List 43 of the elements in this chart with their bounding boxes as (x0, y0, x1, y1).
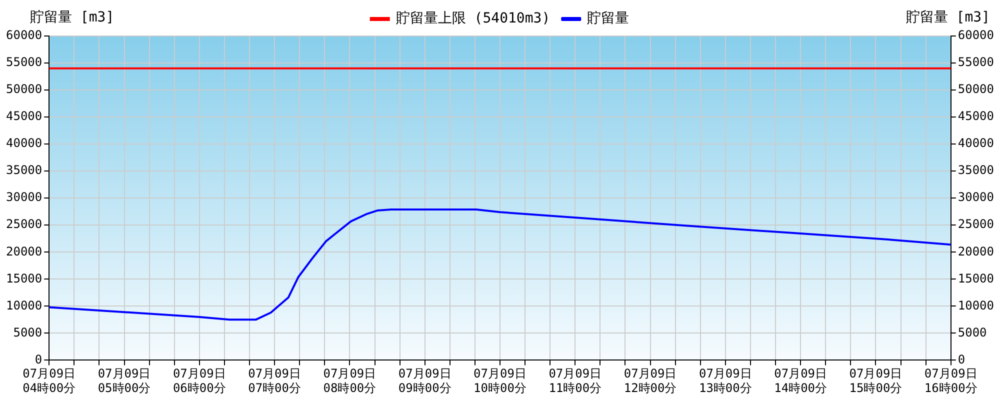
y2-tick-label: 10000 (958, 298, 994, 312)
x-tick-label: 07月09日 05時00分 (98, 366, 151, 395)
y2-tick-label: 25000 (958, 217, 994, 232)
y2-tick-label: 20000 (958, 244, 994, 258)
y-tick-label: 55000 (6, 55, 42, 70)
y-tick-label: 35000 (6, 163, 42, 178)
y-tick-label: 0 (34, 352, 42, 366)
y2-axis-title: 貯留量 [m3] (906, 10, 990, 26)
legend-label: 貯留量上限 (54010m3) (396, 10, 550, 27)
x-tick-label: 07月09日 13時00分 (698, 366, 752, 395)
y-tick-label: 60000 (6, 28, 42, 42)
y2-tick-label: 15000 (958, 271, 994, 286)
x-tick-label: 07月09日 15時00分 (849, 366, 902, 395)
legend-label: 貯留量 (587, 10, 630, 27)
x-tick-label: 07月09日 14時00分 (774, 366, 828, 395)
x-tick-label: 07月09日 06時00分 (172, 366, 226, 395)
x-tick-label: 07月09日 04時00分 (22, 366, 76, 395)
y2-tick-label: 35000 (958, 163, 994, 178)
y-tick-label: 50000 (6, 82, 42, 96)
y2-tick-label: 60000 (958, 28, 994, 42)
x-tick-label: 07月09日 07時00分 (248, 366, 302, 395)
y2-tick-label: 55000 (958, 55, 994, 70)
y-tick-label: 45000 (6, 109, 42, 124)
y2-tick-label: 45000 (958, 109, 994, 124)
y2-tick-label: 40000 (958, 136, 994, 150)
x-tick-label: 07月09日 11時00分 (548, 366, 602, 395)
y2-tick-label: 0 (958, 352, 966, 366)
y-tick-label: 25000 (6, 217, 42, 232)
x-tick-label: 07月09日 16時00分 (924, 366, 978, 395)
x-tick-label: 07月09日 10時00分 (474, 366, 526, 395)
y-axis-title: 貯留量 [m3] (30, 10, 114, 26)
y-tick-label: 20000 (6, 244, 42, 258)
y2-tick-label: 30000 (958, 190, 994, 204)
y2-tick-label: 50000 (958, 82, 994, 96)
y2-tick-label: 5000 (958, 325, 987, 340)
y-tick-label: 40000 (6, 136, 42, 150)
y-tick-label: 15000 (6, 271, 42, 286)
x-tick-label: 07月09日 09時00分 (398, 366, 452, 395)
y-tick-label: 5000 (13, 325, 42, 340)
x-tick-label: 07月09日 08時00分 (323, 366, 376, 395)
y-tick-label: 30000 (6, 190, 42, 204)
x-tick-label: 07月09日 12時00分 (624, 366, 677, 395)
y-tick-label: 10000 (6, 298, 42, 312)
